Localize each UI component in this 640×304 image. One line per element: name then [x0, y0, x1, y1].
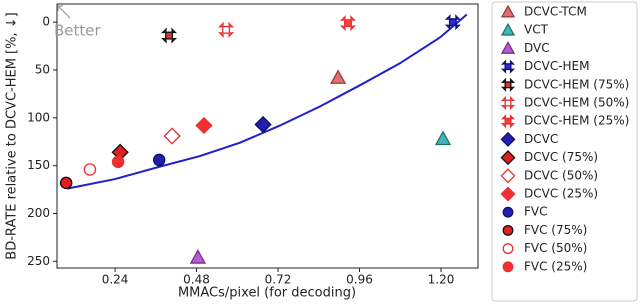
data-point [218, 21, 235, 38]
data-point [111, 155, 125, 169]
data-point [444, 14, 461, 31]
legend-label: FVC (75%) [524, 223, 587, 237]
legend-label: DCVC (75%) [524, 150, 598, 164]
legend-label: FVC (50%) [524, 241, 587, 255]
data-point [59, 176, 73, 190]
legend-label: DVC [524, 41, 550, 55]
legend-marker [500, 41, 516, 54]
legend-label: DCVC-HEM (25%) [524, 114, 629, 128]
data-point [152, 153, 166, 167]
legend-marker [500, 150, 516, 166]
y-tick-label: 200 [27, 206, 50, 220]
legend-label: DCVC [524, 132, 558, 146]
legend-label: DCVC-HEM [524, 59, 590, 73]
legend-label: DCVC (50%) [524, 168, 598, 182]
legend-label: DCVC-HEM (75%) [524, 77, 629, 91]
y-tick-label: 250 [27, 254, 50, 268]
data-point [330, 69, 347, 84]
data-point [163, 127, 181, 145]
legend-marker [500, 59, 516, 74]
legend-box [491, 1, 638, 302]
better-arrowhead [57, 5, 63, 11]
plot-frame [56, 3, 479, 269]
legend-label: VCT [524, 23, 549, 37]
data-point [254, 115, 272, 134]
legend-label: FVC (25%) [524, 259, 587, 273]
x-tick-label: 0.48 [183, 273, 210, 287]
y-tick-label: 50 [35, 63, 50, 77]
data-point [195, 116, 213, 135]
legend-marker [500, 131, 516, 147]
legend-marker [500, 168, 516, 184]
legend-marker [500, 77, 516, 92]
legend-marker [502, 206, 514, 218]
y-tick-label: 150 [27, 158, 50, 172]
legend-marker [500, 114, 516, 129]
data-point [339, 15, 357, 32]
legend-label: FVC [524, 205, 548, 219]
legend-marker [500, 186, 516, 202]
data-point [189, 249, 207, 264]
legend-label: DCVC-TCM [524, 5, 587, 19]
legend-marker [502, 224, 514, 236]
y-tick-label: 100 [27, 110, 50, 124]
x-tick-label: 0.72 [265, 273, 292, 287]
x-tick-label: 0.24 [102, 273, 129, 287]
data-point [434, 130, 452, 146]
legend-label: DCVC (25%) [524, 187, 598, 201]
x-tick-label: 0.96 [346, 273, 373, 287]
legend-label: DCVC-HEM (50%) [524, 96, 629, 110]
data-point [83, 163, 97, 176]
x-tick-label: 1.20 [428, 273, 455, 287]
annotation: Better [54, 22, 102, 40]
y-axis-label: BD-RATE relative to DCVC-HEM [%, ↓] [5, 12, 20, 259]
legend-marker [502, 261, 514, 273]
legend-marker [500, 4, 516, 18]
trend-curve [66, 13, 468, 190]
better-arrow [57, 5, 71, 19]
legend-marker [502, 243, 514, 255]
legend-marker [500, 22, 516, 36]
y-tick-label: 0 [42, 15, 50, 29]
data-point [160, 27, 178, 44]
x-axis-label: MMACs/pixel (for decoding) [178, 286, 356, 301]
legend-marker [500, 95, 516, 111]
